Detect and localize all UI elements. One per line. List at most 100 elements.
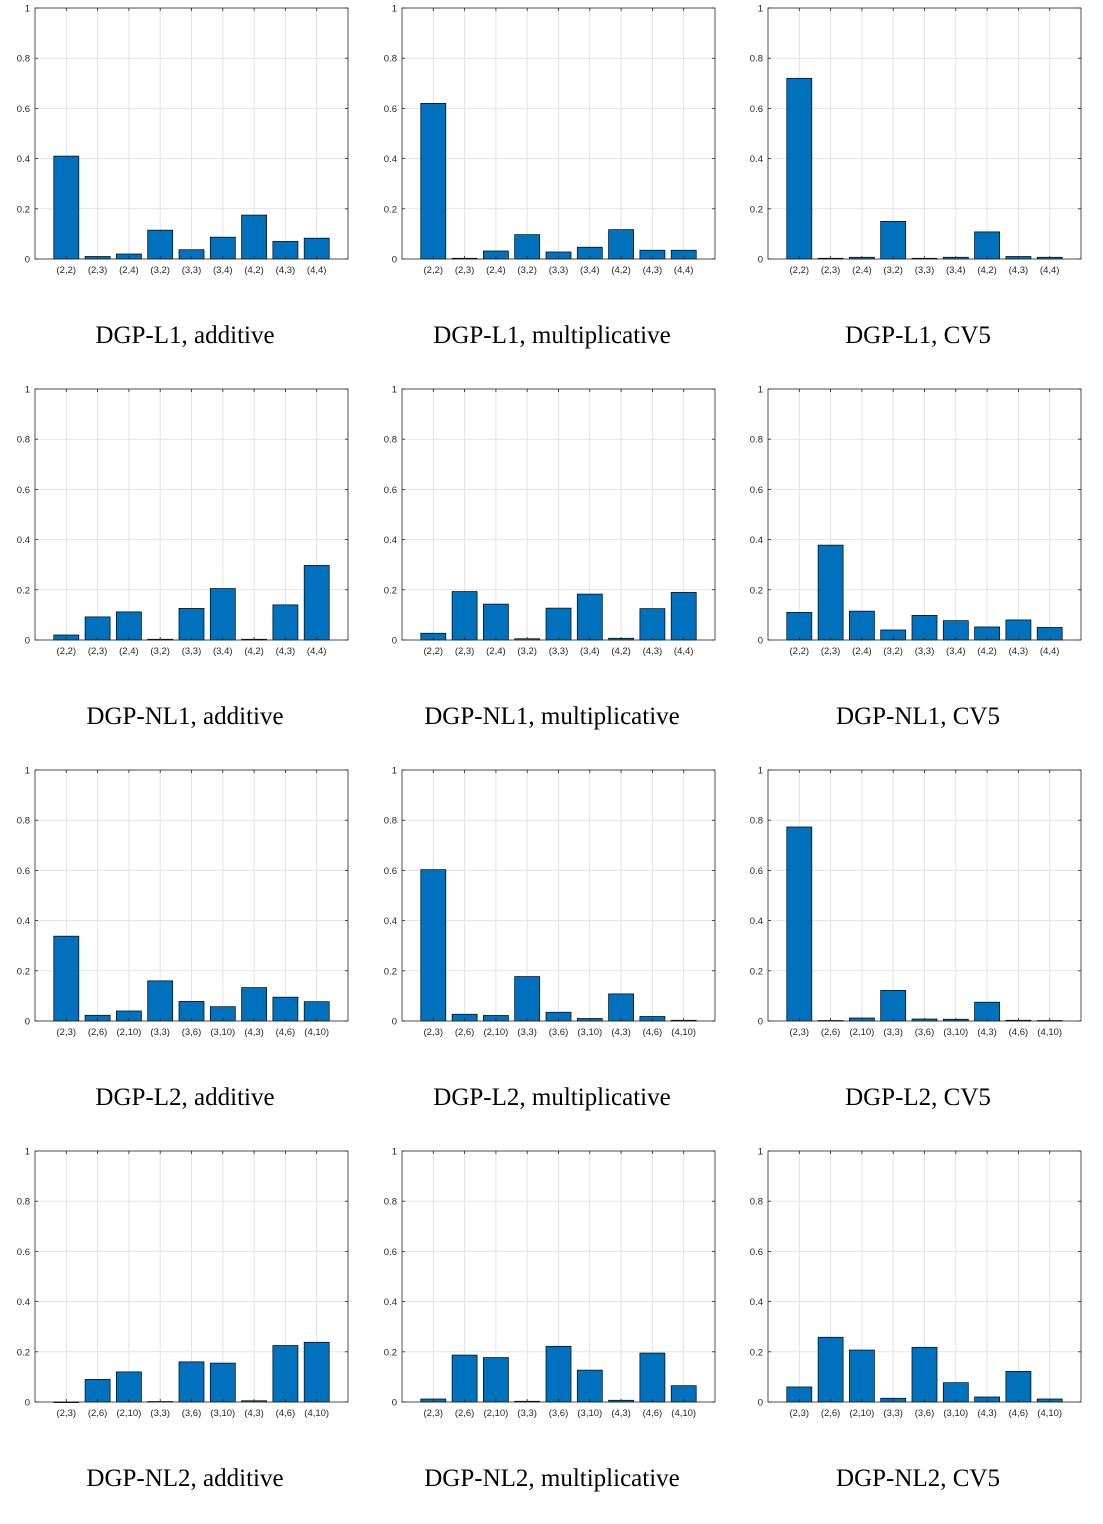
x-tick-label: (3,2)	[150, 646, 170, 657]
x-tick-label: (4,2)	[977, 646, 997, 657]
x-tick-label: (2,10)	[849, 1408, 874, 1419]
x-tick-label: (4,4)	[307, 646, 327, 657]
y-tick-label: 1	[392, 4, 397, 15]
bar	[608, 229, 634, 260]
x-tick-label: (2,3)	[57, 1027, 77, 1038]
bar	[911, 1346, 938, 1403]
bar	[576, 1369, 603, 1403]
x-tick-label: (4,3)	[276, 646, 296, 657]
bar	[639, 1352, 666, 1403]
chart-panel: 0 0.2 0.4 0.6 0.8 1 (2,2) (2,3) (2,4) (3,2) (3,3) (…	[733, 0, 1103, 381]
x-tick-label: (3,2)	[517, 265, 537, 276]
bar	[272, 1345, 299, 1403]
x-tick-label: (4,10)	[671, 1027, 696, 1038]
y-tick-label: 0.8	[750, 1197, 763, 1208]
y-tick-label: 1	[758, 766, 763, 777]
y-tick-label: 0.8	[750, 54, 763, 65]
y-tick-label: 0	[758, 255, 763, 266]
y-tick-label: 0.6	[384, 485, 397, 496]
y-tick-label: 0.6	[384, 104, 397, 115]
y-tick-label: 0.6	[384, 1247, 397, 1258]
x-tick-label: (2,2)	[57, 265, 77, 276]
bar	[786, 826, 813, 1022]
bar	[483, 1357, 509, 1403]
chart-caption: DGP-NL1, additive	[86, 703, 284, 730]
x-tick-label: (4,3)	[276, 265, 296, 276]
x-tick-label: (3,3)	[549, 646, 569, 657]
bar	[451, 591, 478, 641]
bar	[272, 996, 299, 1022]
y-tick-label: 0.6	[17, 104, 30, 115]
y-tick-label: 0	[25, 1398, 30, 1409]
x-tick-label: (3,4)	[946, 646, 966, 657]
x-tick-label: (4,6)	[643, 1027, 663, 1038]
x-tick-label: (3,2)	[883, 646, 903, 657]
bar-chart: 0 0.2 0.4 0.6 0.8 1 (2,2) (2,3) (2,4) (3,2) (3,3) (…	[17, 4, 349, 276]
bar-chart: 0 0.2 0.4 0.6 0.8 1 (2,2) (2,3) (2,4) (3,2) (3,3) (…	[17, 385, 349, 657]
bar-chart: 0 0.2 0.4 0.6 0.8 1 (2,2) (2,3) (2,4) (3,2) (3,3) (…	[384, 4, 716, 276]
x-tick-label: (2,3)	[455, 265, 475, 276]
bar	[53, 155, 80, 260]
chart-panel: 0 0.2 0.4 0.6 0.8 1 (2,3) (2,6) (2,10) (3,3) (3,6)…	[733, 762, 1103, 1143]
bar	[514, 234, 541, 260]
bar	[209, 1362, 236, 1403]
y-tick-label: 1	[25, 1147, 30, 1158]
bar	[116, 1371, 142, 1403]
bar	[514, 976, 541, 1022]
y-tick-label: 0.2	[750, 1347, 763, 1358]
y-tick-label: 0.6	[17, 866, 30, 877]
y-tick-label: 0.2	[17, 966, 30, 977]
bar	[84, 1379, 111, 1403]
x-tick-label: (3,10)	[943, 1027, 968, 1038]
y-tick-label: 1	[758, 385, 763, 396]
y-tick-label: 0.4	[750, 1297, 763, 1308]
x-tick-label: (4,3)	[643, 265, 663, 276]
x-tick-label: (4,3)	[244, 1408, 264, 1419]
x-tick-label: (4,4)	[674, 646, 694, 657]
bar	[303, 1341, 330, 1403]
bar	[241, 214, 267, 260]
x-tick-label: (4,6)	[1009, 1408, 1029, 1419]
bar	[116, 611, 142, 641]
x-tick-label: (2,3)	[821, 265, 841, 276]
x-tick-label: (3,3)	[182, 646, 202, 657]
bar-chart: 0 0.2 0.4 0.6 0.8 1 (2,3) (2,6) (2,10) (3,3) (3,6)…	[384, 1147, 716, 1419]
x-tick-label: (2,10)	[483, 1027, 508, 1038]
bar	[483, 603, 509, 641]
x-tick-label: (2,6)	[88, 1408, 108, 1419]
y-tick-label: 0.2	[384, 204, 397, 215]
y-tick-label: 0.8	[17, 1197, 30, 1208]
y-tick-label: 1	[392, 1147, 397, 1158]
y-tick-label: 0.4	[750, 535, 763, 546]
x-tick-label: (3,10)	[210, 1027, 235, 1038]
y-tick-label: 0.8	[384, 435, 397, 446]
y-tick-label: 0.8	[384, 1197, 397, 1208]
chart-caption: DGP-L1, additive	[95, 322, 275, 349]
chart-panel: 0 0.2 0.4 0.6 0.8 1 (2,2) (2,3) (2,4) (3,2) (3,3) (…	[0, 381, 370, 762]
y-tick-label: 0.4	[17, 1297, 30, 1308]
x-tick-label: (3,6)	[182, 1027, 202, 1038]
x-tick-label: (2,4)	[486, 646, 506, 657]
bar	[849, 1349, 875, 1403]
x-tick-label: (3,10)	[577, 1027, 602, 1038]
bar	[911, 615, 938, 641]
y-tick-label: 0.6	[750, 866, 763, 877]
bar	[84, 616, 111, 641]
x-tick-label: (2,4)	[852, 265, 872, 276]
x-tick-label: (2,6)	[455, 1027, 475, 1038]
y-tick-label: 0.4	[384, 1297, 397, 1308]
y-tick-label: 0.8	[17, 54, 30, 65]
chart-caption: DGP-NL1, CV5	[836, 703, 1000, 730]
x-tick-label: (4,2)	[244, 646, 264, 657]
y-tick-label: 0.6	[17, 1247, 30, 1258]
bar	[420, 869, 447, 1022]
chart-caption: DGP-NL2, multiplicative	[424, 1465, 680, 1492]
chart-caption: DGP-NL2, additive	[86, 1465, 284, 1492]
chart-caption: DGP-NL1, multiplicative	[424, 703, 680, 730]
bar	[817, 1336, 844, 1403]
x-tick-label: (3,4)	[580, 646, 600, 657]
x-tick-label: (3,3)	[549, 265, 569, 276]
chart-caption: DGP-L2, multiplicative	[433, 1084, 671, 1111]
x-tick-label: (3,3)	[915, 265, 935, 276]
x-tick-label: (2,3)	[790, 1408, 810, 1419]
